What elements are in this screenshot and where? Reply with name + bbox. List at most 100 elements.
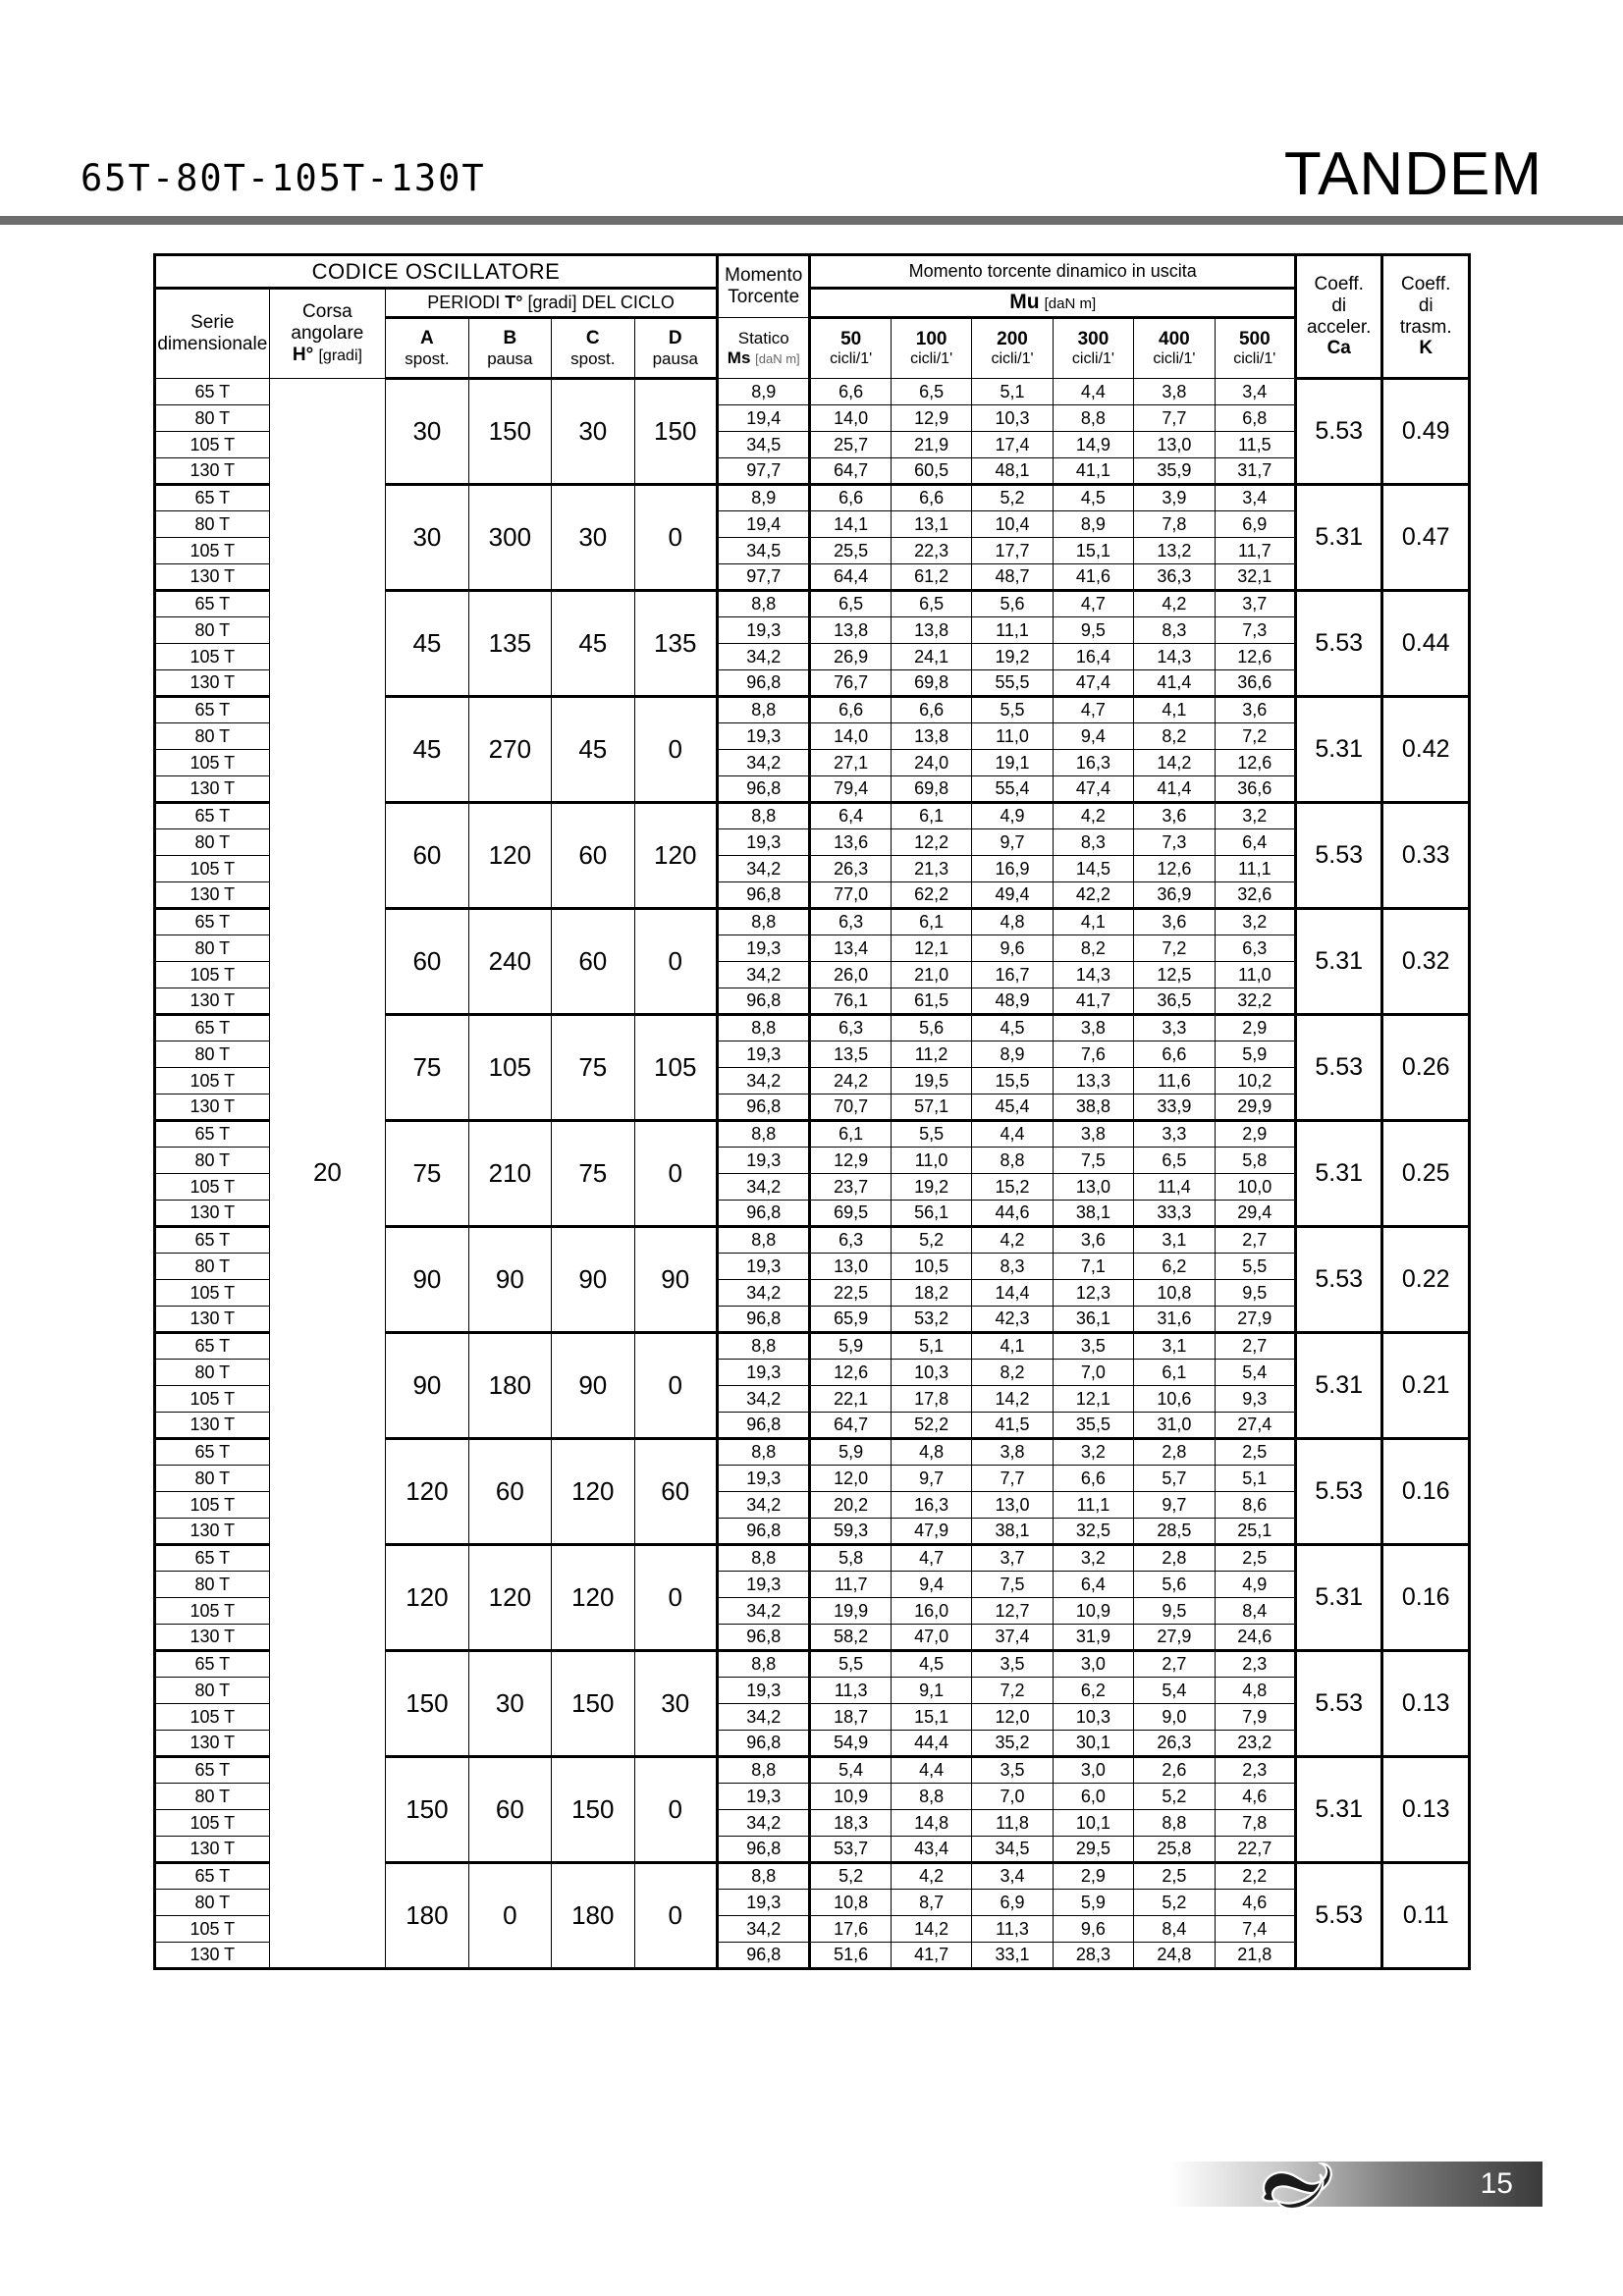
cell-mu-300: 12,1: [1052, 1385, 1135, 1413]
table-body: 65 T 20 30 150 30 150 8,9 6,6 6,5 5,1 4,4 3,8 3,4 5.5…: [154, 377, 1471, 1969]
cell-mu-300: 41,1: [1052, 457, 1135, 485]
cell-momento-statico-ms: 34,2: [715, 1491, 811, 1519]
table-row: 130 T 96,8 69,5 56,1 44,6 38,1 33,3 29,4: [154, 1200, 1470, 1227]
cell-momento-statico-ms: 8,8: [715, 1861, 811, 1890]
cell-mu-200: 13,0: [971, 1491, 1054, 1519]
cell-periodo-D: 60: [633, 1437, 719, 1545]
coeff-a-line3: acceler.: [1306, 316, 1372, 338]
cell-serie-dimensionale: 65 T: [154, 907, 270, 935]
cell-momento-statico-ms: 34,2: [715, 1279, 811, 1307]
cell-mu-300: 8,3: [1052, 828, 1135, 856]
cell-coeff-acceler-ca: 5.53: [1293, 801, 1383, 909]
cell-mu-300: 7,0: [1052, 1359, 1135, 1386]
cell-serie-dimensionale: 65 T: [154, 1013, 270, 1041]
cell-mu-500: 2,7: [1214, 1225, 1298, 1254]
cell-momento-statico-ms: 34,5: [715, 431, 811, 458]
cell-mu-500: 12,6: [1214, 643, 1298, 670]
cell-momento-statico-ms: 96,8: [715, 1730, 811, 1757]
cell-mu-300: 4,7: [1052, 589, 1135, 617]
cell-mu-400: 41,4: [1133, 775, 1216, 803]
table-row: 80 T 19,3 13,0 10,5 8,3 7,1 6,2 5,5: [154, 1253, 1470, 1280]
cell-mu-300: 12,3: [1052, 1279, 1135, 1307]
cycles-200-value: 200: [997, 328, 1028, 349]
ms-symbol: Ms: [727, 347, 751, 367]
cell-mu-500: 2,9: [1214, 1119, 1298, 1148]
cell-periodo-C: 120: [551, 1437, 635, 1545]
cell-periodo-D: 0: [633, 1331, 719, 1439]
cell-mu-50: 13,5: [808, 1041, 892, 1068]
cell-mu-400: 3,3: [1133, 1119, 1216, 1148]
cell-mu-100: 24,0: [890, 749, 973, 776]
cell-serie-dimensionale: 130 T: [154, 775, 270, 803]
table-row: 105 T 34,2 17,6 14,2 11,3 9,6 8,4 7,4: [154, 1915, 1470, 1943]
cell-periodo-B: 90: [467, 1225, 553, 1333]
cell-periodo-B: 60: [467, 1437, 553, 1545]
cell-mu-200: 37,4: [971, 1624, 1054, 1651]
cell-coeff-trasm-k: 0.25: [1380, 1119, 1471, 1227]
cell-momento-statico-ms: 19,3: [715, 616, 811, 644]
cell-mu-400: 4,1: [1133, 695, 1216, 723]
cell-momento-statico-ms: 8,8: [715, 907, 811, 935]
cell-serie-dimensionale: 80 T: [154, 1253, 270, 1280]
cell-periodo-D: 105: [633, 1013, 719, 1121]
cell-periodo-A: 120: [385, 1437, 469, 1545]
cell-momento-statico-ms: 34,2: [715, 1809, 811, 1837]
cell-serie-dimensionale: 80 T: [154, 510, 270, 538]
cell-mu-300: 9,4: [1052, 722, 1135, 750]
cell-periodo-C: 150: [551, 1649, 635, 1757]
column-header-cycles-300: 300 cicli/1': [1052, 317, 1135, 379]
cell-mu-50: 5,5: [808, 1649, 892, 1678]
cell-mu-300: 38,1: [1052, 1200, 1135, 1227]
cell-serie-dimensionale: 105 T: [154, 643, 270, 670]
cell-mu-200: 19,2: [971, 643, 1054, 670]
cell-mu-400: 13,0: [1133, 431, 1216, 458]
cell-mu-300: 41,7: [1052, 988, 1135, 1015]
cell-mu-400: 36,5: [1133, 988, 1216, 1015]
cell-serie-dimensionale: 80 T: [154, 1359, 270, 1386]
cell-momento-statico-ms: 96,8: [715, 669, 811, 697]
cell-serie-dimensionale: 65 T: [154, 483, 270, 511]
cell-mu-50: 6,4: [808, 801, 892, 829]
cell-mu-100: 4,7: [890, 1543, 973, 1572]
periodi-symbol: T°: [505, 293, 523, 313]
header-row-subgroups: Serie dimensionale Corsa angolare H° [gr…: [154, 288, 1470, 379]
cell-coeff-trasm-k: 0.16: [1380, 1543, 1471, 1651]
column-header-serie-dimensionale: Serie dimensionale: [154, 288, 270, 379]
cell-mu-200: 7,5: [971, 1571, 1054, 1598]
cell-mu-200: 11,8: [971, 1809, 1054, 1837]
cell-mu-50: 18,3: [808, 1809, 892, 1837]
cell-mu-200: 48,9: [971, 988, 1054, 1015]
cell-mu-400: 24,8: [1133, 1942, 1216, 1969]
cell-mu-500: 5,8: [1214, 1147, 1298, 1174]
cell-mu-300: 6,4: [1052, 1571, 1135, 1598]
cell-periodo-A: 90: [385, 1225, 469, 1333]
cell-mu-100: 5,5: [890, 1119, 973, 1148]
cell-serie-dimensionale: 105 T: [154, 855, 270, 882]
cell-momento-statico-ms: 96,8: [715, 1942, 811, 1969]
cell-mu-400: 5,2: [1133, 1783, 1216, 1810]
table-row: 130 T 97,7 64,7 60,5 48,1 41,1 35,9 31,7: [154, 457, 1470, 485]
cell-mu-300: 7,6: [1052, 1041, 1135, 1068]
cell-mu-500: 10,0: [1214, 1173, 1298, 1201]
cell-mu-50: 64,4: [808, 563, 892, 591]
cell-serie-dimensionale: 65 T: [154, 1119, 270, 1148]
cell-mu-500: 27,4: [1214, 1412, 1298, 1439]
cell-momento-statico-ms: 19,4: [715, 404, 811, 432]
table-row: 105 T 34,2 19,9 16,0 12,7 10,9 9,5 8,4: [154, 1597, 1470, 1625]
table-row: 65 T 90 180 90 0 8,8 5,9 5,1 4,1 3,5 3,1 2,7 5.31 0.2…: [154, 1331, 1471, 1439]
cell-mu-500: 4,8: [1214, 1677, 1298, 1704]
cycles-300-value: 300: [1077, 328, 1109, 349]
table-row: 80 T 19,3 11,7 9,4 7,5 6,4 5,6 4,9: [154, 1571, 1470, 1598]
cell-periodo-A: 45: [385, 589, 469, 697]
cell-periodo-C: 30: [551, 377, 635, 485]
cell-mu-50: 6,3: [808, 1225, 892, 1254]
cell-mu-400: 33,3: [1133, 1200, 1216, 1227]
cell-mu-500: 23,2: [1214, 1730, 1298, 1757]
cell-mu-50: 76,1: [808, 988, 892, 1015]
cell-mu-50: 14,0: [808, 722, 892, 750]
cell-mu-100: 11,0: [890, 1147, 973, 1174]
column-header-ms: Statico Ms [daN m]: [715, 317, 811, 379]
cell-mu-100: 13,8: [890, 616, 973, 644]
specification-table-wrapper: CODICE OSCILLATORE Momento Torcente Mome…: [153, 253, 1471, 1970]
cell-periodo-C: 75: [551, 1119, 635, 1227]
